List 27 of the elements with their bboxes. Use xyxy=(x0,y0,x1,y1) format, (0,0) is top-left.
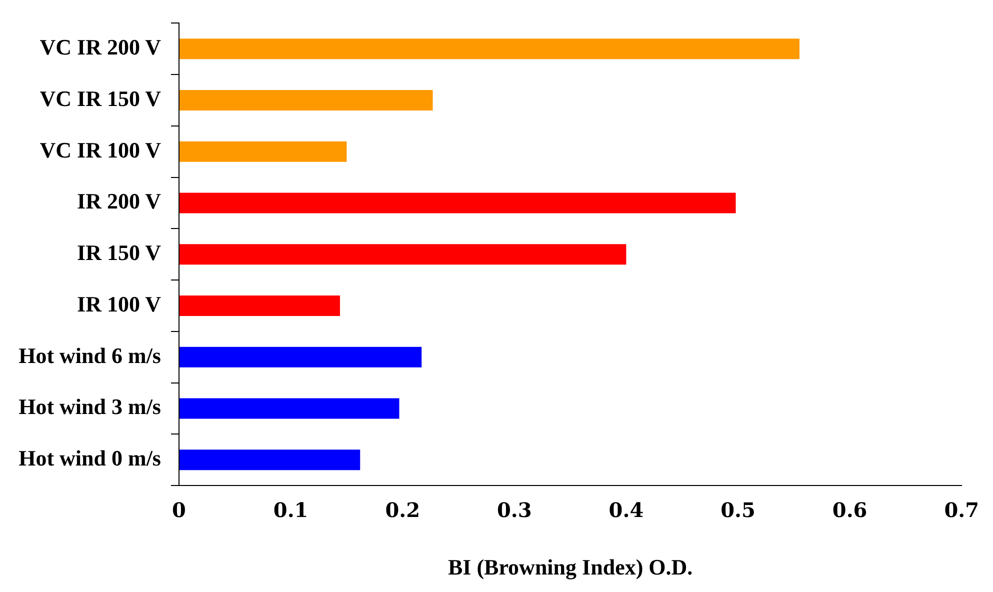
bar xyxy=(180,244,626,265)
x-tick-label: 0.5 xyxy=(720,498,756,522)
y-tick-label: Hot wind 3 m/s xyxy=(18,394,162,420)
y-tick-label: Hot wind 6 m/s xyxy=(18,342,162,368)
x-tick-label: 0.4 xyxy=(608,498,644,522)
y-tick-label: IR 200 V xyxy=(77,188,162,214)
x-tick-label: 0.1 xyxy=(273,498,308,522)
x-tick-label: 0.3 xyxy=(497,498,532,522)
bar xyxy=(180,398,400,419)
x-tick-label: 0.2 xyxy=(385,498,420,522)
y-tick-label: IR 100 V xyxy=(77,291,162,316)
bar xyxy=(180,38,800,60)
y-tick-label: VC IR 100 V xyxy=(40,137,162,162)
y-tick-label: VC IR 150 V xyxy=(40,86,162,111)
bar xyxy=(180,90,433,111)
bar xyxy=(180,141,347,162)
y-tick-label: IR 150 V xyxy=(77,240,162,266)
x-tick-label: 0.7 xyxy=(944,498,979,522)
bar xyxy=(180,296,340,316)
bar xyxy=(180,450,360,470)
bar xyxy=(180,346,422,368)
x-axis-title: BI (Browning Index) O.D. xyxy=(448,554,693,580)
y-tick-label: Hot wind 0 m/s xyxy=(18,446,162,471)
x-tick-label: 0.6 xyxy=(832,498,868,522)
y-tick-label: VC IR 200 V xyxy=(40,34,162,60)
x-tick-label: 0 xyxy=(172,498,186,522)
bar xyxy=(180,192,736,214)
